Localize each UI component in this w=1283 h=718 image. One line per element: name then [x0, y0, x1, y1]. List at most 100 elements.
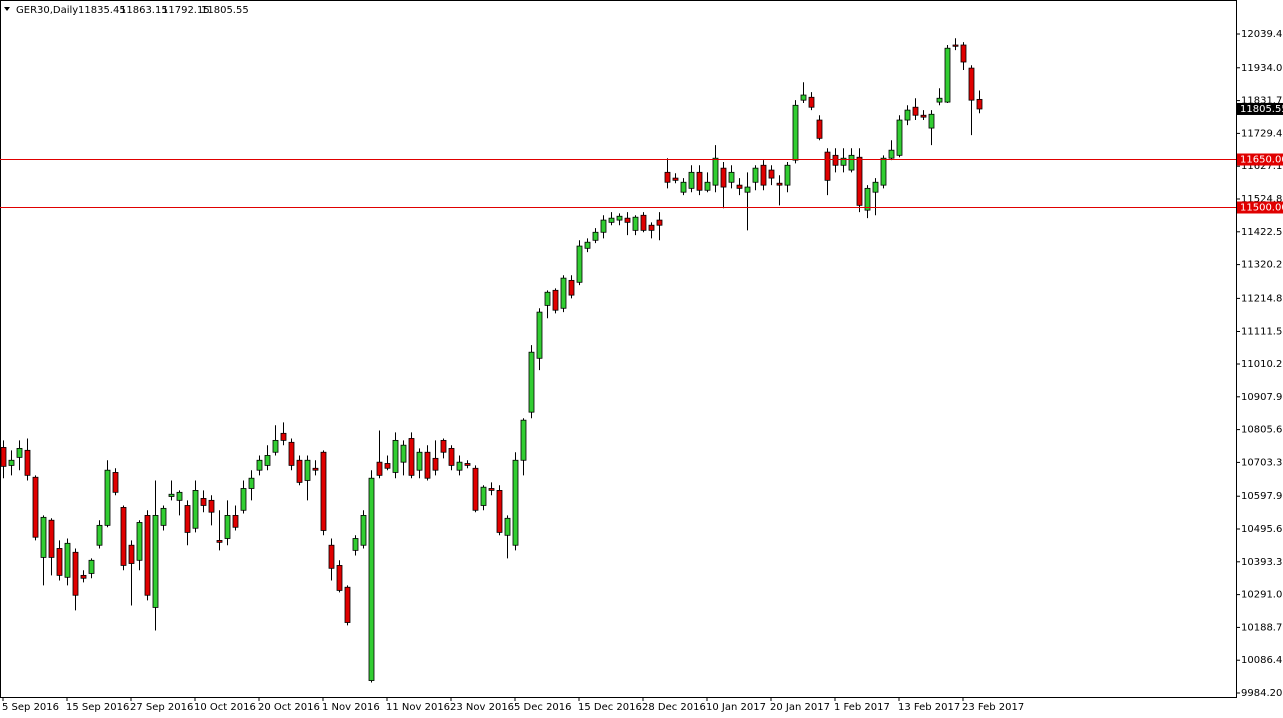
candle-body	[384, 463, 391, 469]
candle-body	[184, 505, 191, 533]
x-tick-label: 5 Dec 2016	[514, 702, 572, 713]
candle-body	[200, 498, 207, 506]
y-tick-label: 11831.70	[1241, 96, 1283, 107]
y-tick-label: 11422.50	[1241, 227, 1283, 238]
candle-body	[760, 164, 767, 186]
chart-title: GER30,Daily	[16, 5, 78, 16]
y-tick-label: 12039.40	[1241, 29, 1283, 40]
y-tick-label: 10907.90	[1241, 392, 1283, 403]
candle-body	[208, 499, 215, 513]
y-tick-label: 10597.90	[1241, 491, 1283, 502]
candle-body	[768, 169, 775, 179]
candle-body	[808, 96, 815, 108]
header-arrow	[4, 7, 10, 11]
level-label: 11500.00	[1240, 203, 1283, 214]
x-tick-label: 20 Jan 2017	[770, 702, 830, 713]
candle-body	[104, 469, 111, 526]
candle-body	[272, 439, 279, 453]
candle-body	[256, 459, 263, 471]
x-tick-label: 27 Sep 2016	[130, 702, 193, 713]
candle-body	[728, 171, 735, 183]
header-close: 11805.55	[201, 5, 249, 16]
candle-body	[672, 177, 679, 181]
candle-body	[616, 215, 623, 221]
y-tick-label: 10086.40	[1241, 655, 1283, 666]
candle-body	[656, 219, 663, 226]
candle-body	[392, 439, 399, 473]
candle-body	[608, 217, 615, 223]
x-tick-label: 10 Oct 2016	[194, 702, 256, 713]
candle-body	[600, 219, 607, 233]
candle-body	[496, 490, 503, 533]
candle-body	[832, 154, 839, 166]
candle-body	[16, 447, 23, 458]
y-tick-label: 11934.00	[1241, 63, 1283, 74]
y-tick-label: 11111.55	[1241, 327, 1283, 338]
candle-body	[928, 113, 935, 129]
candle-body	[504, 517, 511, 536]
candle-body	[544, 291, 551, 306]
candle-body	[0, 447, 7, 467]
candle-body	[424, 451, 431, 479]
candle-body	[216, 540, 223, 543]
candle-body	[336, 565, 343, 591]
candle-body	[864, 187, 871, 211]
y-tick-label: 10393.30	[1241, 557, 1283, 568]
y-tick-label: 10805.60	[1241, 425, 1283, 436]
x-tick-label: 1 Nov 2016	[322, 702, 380, 713]
x-tick-label: 23 Nov 2016	[450, 702, 514, 713]
y-tick-label: 10188.70	[1241, 622, 1283, 633]
level-label-box	[1237, 153, 1283, 166]
candle-body	[368, 477, 375, 681]
candle-body	[816, 119, 823, 139]
candle-body	[624, 217, 631, 223]
candle-body	[488, 488, 495, 491]
candle-body	[408, 438, 415, 476]
y-tick-label: 11524.80	[1241, 194, 1283, 205]
candle-body	[888, 149, 895, 159]
candle-body	[8, 459, 15, 466]
level-label: 11650.00	[1240, 155, 1283, 166]
x-tick-label: 20 Oct 2016	[258, 702, 320, 713]
candle-body	[576, 245, 583, 283]
candle-body	[144, 515, 151, 596]
candle-body	[432, 457, 439, 471]
x-tick-label: 10 Jan 2017	[706, 702, 766, 713]
candle-body	[160, 507, 167, 526]
candle-body	[936, 97, 943, 103]
candle-body	[360, 515, 367, 546]
candle-body	[168, 493, 175, 497]
candle-body	[88, 559, 95, 574]
candle-body	[136, 522, 143, 561]
candle-body	[920, 114, 927, 118]
candle-body	[120, 506, 127, 566]
candle-body	[416, 451, 423, 471]
candle-body	[560, 277, 567, 309]
price-label-box	[1237, 102, 1283, 115]
y-tick-label: 11214.80	[1241, 293, 1283, 304]
candle-body	[288, 441, 295, 466]
candle-body	[264, 455, 271, 466]
x-tick-label: 1 Feb 2017	[834, 702, 890, 713]
candle-body	[536, 311, 543, 359]
candle-body	[480, 486, 487, 506]
candle-body	[688, 171, 695, 189]
candle-body	[56, 548, 63, 576]
candle-body	[304, 459, 311, 481]
candle-body	[896, 119, 903, 156]
candle-body	[312, 467, 319, 471]
candle-body	[840, 157, 847, 166]
candle-body	[176, 491, 183, 501]
x-tick-label: 28 Dec 2016	[642, 702, 706, 713]
candle-body	[800, 94, 807, 101]
candle-body	[72, 551, 79, 596]
candle-body	[440, 439, 447, 453]
y-tick-label: 9984.20	[1241, 688, 1282, 699]
candle-body	[96, 524, 103, 546]
header-open: 11835.45	[78, 5, 126, 16]
candle-body	[328, 544, 335, 569]
candle-body	[752, 167, 759, 183]
candle-body	[640, 214, 647, 231]
y-tick-label: 10703.30	[1241, 457, 1283, 468]
